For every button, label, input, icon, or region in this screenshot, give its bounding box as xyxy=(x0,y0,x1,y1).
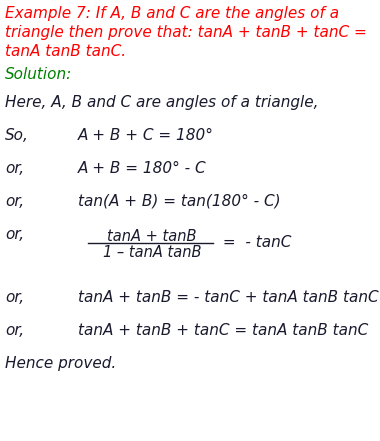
Text: So,: So, xyxy=(5,128,29,143)
Text: A + B = 180° - C: A + B = 180° - C xyxy=(78,161,207,176)
Text: or,: or, xyxy=(5,290,24,305)
Text: 1 – tanA tanB: 1 – tanA tanB xyxy=(103,245,201,260)
Text: or,: or, xyxy=(5,194,24,209)
Text: tanA tanB tanC.: tanA tanB tanC. xyxy=(5,44,126,59)
Text: Solution:: Solution: xyxy=(5,67,72,82)
Text: or,: or, xyxy=(5,161,24,176)
Text: tanA + tanB = - tanC + tanA tanB tanC: tanA + tanB = - tanC + tanA tanB tanC xyxy=(78,290,378,305)
Text: tan(A + B) = tan(180° - C): tan(A + B) = tan(180° - C) xyxy=(78,194,280,209)
Text: =  - tanC: = - tanC xyxy=(218,235,291,250)
Text: Here, A, B and C are angles of a triangle,: Here, A, B and C are angles of a triangl… xyxy=(5,95,318,110)
Text: tanA + tanB: tanA + tanB xyxy=(107,229,197,244)
Text: tanA + tanB + tanC = tanA tanB tanC: tanA + tanB + tanC = tanA tanB tanC xyxy=(78,323,368,338)
Text: triangle then prove that: tanA + tanB + tanC =: triangle then prove that: tanA + tanB + … xyxy=(5,25,367,40)
Text: Hence proved.: Hence proved. xyxy=(5,356,116,371)
Text: or,: or, xyxy=(5,227,24,242)
Text: A + B + C = 180°: A + B + C = 180° xyxy=(78,128,214,143)
Text: Example 7: If A, B and C are the angles of a: Example 7: If A, B and C are the angles … xyxy=(5,6,339,21)
Text: or,: or, xyxy=(5,323,24,338)
